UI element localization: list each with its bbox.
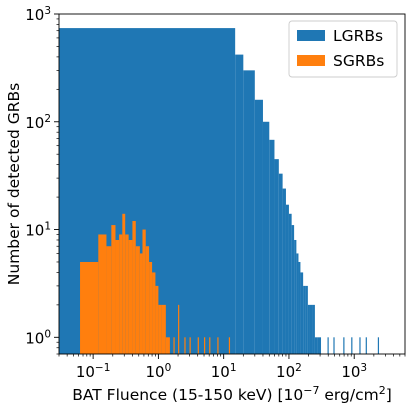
- sgrbs-bar: [217, 337, 219, 354]
- sgrbs-bar: [132, 221, 136, 354]
- sgrbs-bar: [139, 253, 143, 354]
- sgrbs-bar: [173, 337, 175, 354]
- lgrbs-bar: [294, 239, 297, 354]
- x-axis-label-prefix-sup: −7: [303, 384, 319, 397]
- lgrbs-bar: [359, 337, 361, 354]
- tick-marks: [54, 13, 406, 359]
- lgrbs-bar: [235, 54, 244, 354]
- sgrbs-bar: [189, 337, 191, 354]
- x-axis-label-suffix: ]: [386, 386, 392, 404]
- sgrbs-bar: [122, 213, 126, 354]
- lgrbs-bar: [351, 337, 353, 354]
- y-tick-label: 103: [25, 5, 51, 24]
- lgrbs-bar: [307, 304, 310, 354]
- sgrbs-bar: [178, 304, 180, 354]
- lgrbs-bar: [262, 121, 270, 354]
- lgrbs-bar: [309, 304, 313, 354]
- series-sgrbs: [80, 213, 231, 354]
- lgrbs-bar: [278, 173, 283, 354]
- lgrbs-bar: [343, 337, 345, 354]
- x-axis-label-prefix: BAT Fluence (15-150 keV) [10: [72, 386, 303, 404]
- sgrbs-bar: [209, 337, 211, 354]
- lgrbs-bar: [317, 337, 322, 354]
- sgrbs-bar: [125, 234, 129, 354]
- lgrbs-bar: [274, 159, 279, 354]
- sgrbs-bar: [161, 304, 166, 354]
- lgrbs-bar: [291, 225, 295, 354]
- x-tick-label: 10−1: [76, 362, 111, 381]
- sgrbs-bar: [111, 225, 116, 354]
- sgrbs-bar: [128, 239, 133, 354]
- legend: LGRBs SGRBs: [288, 20, 398, 78]
- legend-swatch-sgrbs: [297, 55, 325, 66]
- lgrbs-bar: [269, 139, 275, 354]
- sgrbs-bar: [197, 337, 199, 354]
- sgrbs-bar: [98, 234, 107, 354]
- y-tick-label: 100: [25, 328, 51, 347]
- lgrbs-bar: [285, 204, 289, 354]
- sgrbs-bar: [106, 246, 112, 354]
- legend-label-lgrbs: LGRBs: [333, 27, 383, 45]
- sgrbs-bar: [152, 272, 156, 354]
- sgrbs-bar: [204, 337, 206, 354]
- sgrbs-bar: [80, 261, 99, 354]
- lgrbs-bar: [305, 285, 308, 354]
- sgrbs-bar: [165, 337, 170, 354]
- sgrbs-bar: [228, 337, 231, 354]
- lgrbs-bar: [314, 337, 318, 354]
- lgrbs-bar: [296, 253, 299, 354]
- x-axis-label-middle: erg/cm: [319, 386, 378, 404]
- sgrbs-bar: [115, 239, 120, 354]
- lgrbs-bar: [243, 70, 255, 354]
- lgrbs-bar: [282, 188, 286, 354]
- x-tick-label: 102: [276, 362, 302, 381]
- plot-area: [59, 28, 380, 354]
- x-axis-label-middle-sup: 2: [379, 384, 386, 397]
- sgrbs-bar: [142, 229, 146, 354]
- lgrbs-bar: [298, 261, 301, 354]
- x-axis-label: BAT Fluence (15-150 keV) [10−7 erg/cm2]: [72, 384, 392, 405]
- x-tick-label: 100: [146, 362, 172, 381]
- legend-label-sgrbs: SGRBs: [333, 52, 384, 70]
- lgrbs-bar: [312, 304, 315, 354]
- lgrbs-bar: [333, 337, 335, 354]
- sgrbs-bar: [119, 234, 123, 354]
- x-tick-label: 101: [211, 362, 237, 381]
- sgrbs-bar: [149, 261, 153, 354]
- lgrbs-bar: [303, 285, 306, 354]
- sgrbs-bar: [135, 246, 140, 354]
- tick-labels: 10−1 100 101 102 103 100 101 102 103: [25, 5, 367, 381]
- axes-frame: [58, 13, 406, 355]
- sgrbs-bar: [158, 304, 162, 354]
- sgrbs-bar: [145, 246, 150, 354]
- lgrbs-bar: [327, 337, 329, 354]
- x-tick-label: 103: [341, 362, 367, 381]
- sgrbs-bar: [184, 337, 186, 354]
- y-tick-label: 102: [25, 113, 51, 132]
- lgrbs-bar: [300, 272, 304, 354]
- sgrbs-bar: [155, 285, 159, 354]
- y-axis-label: Number of detected GRBs: [5, 83, 23, 285]
- lgrbs-bar: [288, 213, 292, 354]
- y-tick-label: 101: [25, 221, 51, 240]
- legend-swatch-lgrbs: [297, 30, 325, 41]
- lgrbs-bar: [365, 337, 367, 354]
- lgrbs-bar: [254, 99, 263, 354]
- lgrbs-bar: [377, 337, 380, 354]
